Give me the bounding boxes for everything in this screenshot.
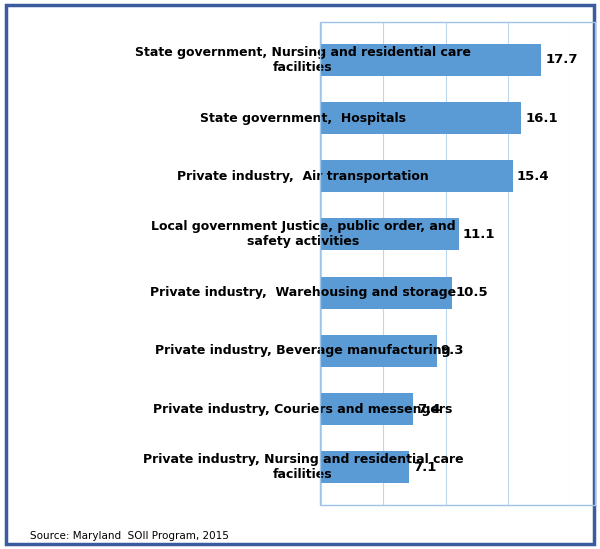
Text: 15.4: 15.4 bbox=[517, 170, 549, 183]
Text: Private industry, Nursing and residential care
facilities: Private industry, Nursing and residentia… bbox=[143, 453, 463, 481]
Text: 7.4: 7.4 bbox=[417, 402, 440, 416]
Text: Private industry,  Warehousing and storage: Private industry, Warehousing and storag… bbox=[150, 286, 456, 299]
Text: State government, Nursing and residential care
facilities: State government, Nursing and residentia… bbox=[135, 46, 471, 74]
Text: 7.1: 7.1 bbox=[413, 461, 437, 474]
Bar bbox=[321, 393, 413, 425]
Text: Source: Maryland  SOII Program, 2015: Source: Maryland SOII Program, 2015 bbox=[30, 531, 229, 541]
Text: 10.5: 10.5 bbox=[455, 286, 488, 299]
Text: Private industry, Beverage manufacturing: Private industry, Beverage manufacturing bbox=[155, 344, 451, 357]
Bar bbox=[321, 335, 437, 367]
Text: Local government Justice, public order, and
safety activities: Local government Justice, public order, … bbox=[151, 220, 455, 248]
Text: 11.1: 11.1 bbox=[463, 228, 496, 241]
Text: 9.3: 9.3 bbox=[440, 344, 464, 357]
Bar bbox=[321, 451, 409, 483]
Text: Private industry,  Air transportation: Private industry, Air transportation bbox=[177, 170, 429, 183]
Text: 17.7: 17.7 bbox=[545, 53, 578, 66]
Text: 16.1: 16.1 bbox=[525, 111, 558, 125]
Bar bbox=[321, 102, 521, 134]
Bar bbox=[321, 44, 541, 76]
Bar bbox=[321, 160, 513, 192]
Text: State government,  Hospitals: State government, Hospitals bbox=[200, 111, 406, 125]
Text: Private industry, Couriers and messengers: Private industry, Couriers and messenger… bbox=[154, 402, 452, 416]
Bar bbox=[321, 219, 459, 250]
Bar bbox=[321, 277, 452, 309]
